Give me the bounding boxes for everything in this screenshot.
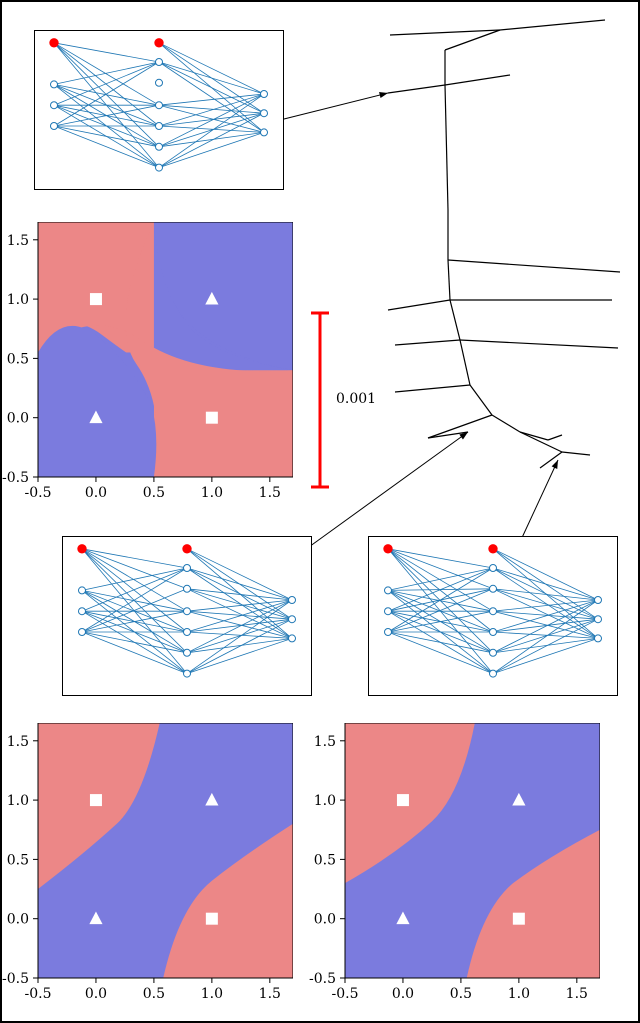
xtick-label: 0.5 bbox=[143, 485, 165, 501]
decision-region: -0.5 0.0 0.5 1.0 1.5 -0.5 0.0 0.5 1.0 1.5 bbox=[0, 222, 293, 503]
network-diagram bbox=[34, 30, 284, 190]
ytick-label: 1.0 bbox=[7, 793, 29, 809]
xtick-label: -0.5 bbox=[25, 986, 52, 1002]
ytick-label: -0.5 bbox=[309, 971, 336, 987]
ytick-label: 1.5 bbox=[7, 233, 29, 249]
ytick-label: 1.0 bbox=[314, 793, 336, 809]
ytick-label: -0.5 bbox=[2, 470, 29, 486]
xtick-label: 0.0 bbox=[85, 485, 107, 501]
ytick-label: 0.5 bbox=[7, 351, 29, 367]
ytick-label: -0.5 bbox=[2, 971, 29, 987]
xtick-label: 0.5 bbox=[143, 986, 165, 1002]
xtick-label: 1.0 bbox=[201, 485, 223, 501]
xtick-label: 1.0 bbox=[201, 986, 223, 1002]
ytick-label: 0.5 bbox=[314, 852, 336, 868]
ytick-label: 1.5 bbox=[314, 734, 336, 750]
scale-bar-label: 0.001 bbox=[336, 391, 376, 407]
xtick-label: 1.0 bbox=[508, 986, 530, 1002]
network-diagram bbox=[62, 536, 312, 696]
ytick-label: 1.0 bbox=[7, 292, 29, 308]
decision-region: -0.5 0.0 0.5 1.0 1.5 -0.5 0.0 0.5 1.0 1.5 bbox=[0, 723, 293, 1004]
ytick-label: 0.0 bbox=[7, 411, 29, 427]
xtick-label: -0.5 bbox=[25, 485, 52, 501]
xtick-label: 0.5 bbox=[450, 986, 472, 1002]
xtick-label: 1.5 bbox=[259, 485, 281, 501]
ytick-label: 0.5 bbox=[7, 852, 29, 868]
ytick-label: 0.0 bbox=[7, 912, 29, 928]
xtick-label: 0.0 bbox=[392, 986, 414, 1002]
ytick-label: 0.0 bbox=[314, 912, 336, 928]
xtick-label: 0.0 bbox=[85, 986, 107, 1002]
network-diagram bbox=[368, 536, 618, 696]
xtick-label: -0.5 bbox=[332, 986, 359, 1002]
xtick-label: 1.5 bbox=[259, 986, 281, 1002]
ytick-label: 1.5 bbox=[7, 734, 29, 750]
xtick-label: 1.5 bbox=[566, 986, 588, 1002]
decision-region: -0.5 0.0 0.5 1.0 1.5 -0.5 0.0 0.5 1.0 1.5 bbox=[303, 723, 600, 1004]
